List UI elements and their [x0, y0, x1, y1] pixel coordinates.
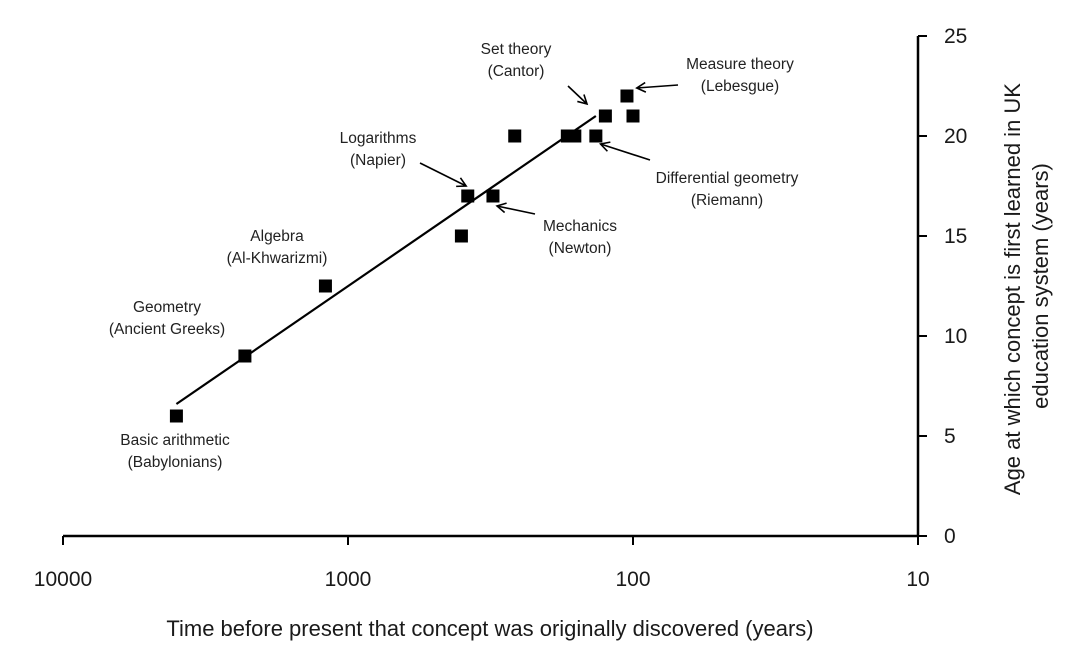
annotation-arrow [567, 85, 588, 105]
data-point [318, 279, 332, 293]
annotation-line: (Babylonians) [128, 454, 223, 471]
annotation-line: (Riemann) [691, 192, 763, 209]
annotation-label: Logarithms (Napier) [340, 130, 417, 169]
annotation-arrowhead [456, 177, 468, 188]
annotation-arrow [496, 205, 536, 215]
annotation-arrowhead [495, 202, 507, 214]
annotation-line: (Al-Khwarizmi) [227, 250, 328, 267]
annotation-line: (Lebesgue) [701, 78, 779, 95]
annotation-line: Algebra [250, 228, 304, 245]
annotation-line: Logarithms [340, 130, 417, 147]
annotation-line: Differential geometry [656, 170, 799, 187]
annotation-line: (Cantor) [488, 63, 545, 80]
annotation-arrow [636, 84, 679, 89]
data-point [589, 129, 603, 143]
data-point [568, 129, 582, 143]
annotation-arrow [600, 143, 651, 161]
annotations-group: Basic arithmetic (Babylonians) Geometry (An… [109, 41, 799, 471]
annotation-line: (Ancient Greeks) [109, 321, 225, 338]
annotation-label: Differential geometry (Riemann) [656, 170, 799, 209]
y-tick-label: 15 [944, 225, 967, 248]
annotation-label: Mechanics (Newton) [543, 218, 617, 257]
annotation-arrowhead [598, 141, 611, 152]
annotation-label: Measure theory (Lebesgue) [686, 56, 794, 95]
annotation-arrow [419, 162, 467, 187]
data-point [454, 229, 468, 243]
annotation-line: Measure theory [686, 56, 794, 73]
x-axis-title: Time before present that concept was ori… [166, 616, 813, 641]
data-point [620, 89, 634, 103]
data-point [169, 409, 183, 423]
data-point [486, 189, 500, 203]
annotation-line: Geometry [133, 299, 201, 316]
x-tick-label: 100 [615, 568, 650, 591]
y-tick-label: 10 [944, 325, 967, 348]
annotation-line: (Napier) [350, 152, 406, 169]
annotation-arrowhead [577, 94, 589, 106]
data-point [626, 109, 640, 123]
annotation-label: Algebra (Al-Khwarizmi) [227, 228, 328, 267]
points-group [169, 89, 640, 423]
annotation-line: (Newton) [549, 240, 612, 257]
data-point [461, 189, 475, 203]
annotation-line: Mechanics [543, 218, 617, 235]
data-point [508, 129, 522, 143]
y-tick-label: 5 [944, 425, 956, 448]
annotation-arrowhead [635, 81, 647, 93]
y-tick-label: 20 [944, 125, 967, 148]
annotation-label: Set theory (Cantor) [481, 41, 552, 80]
x-tick-label: 1000 [325, 568, 372, 591]
data-point [598, 109, 612, 123]
y-axis-title: Age at which concept is first learned in… [1000, 77, 1053, 495]
x-tick-label: 10000 [34, 568, 92, 591]
annotation-label: Basic arithmetic (Babylonians) [120, 432, 230, 471]
data-point [238, 349, 252, 363]
y-tick-label: 25 [944, 25, 967, 48]
y-axis-title-line-1: Age at which concept is first learned in… [1000, 83, 1025, 495]
annotation-label: Geometry (Ancient Greeks) [109, 299, 225, 338]
y-tick-label: 0 [944, 525, 956, 548]
annotation-line: Basic arithmetic [120, 432, 230, 449]
x-tick-label: 10 [906, 568, 929, 591]
annotation-line: Set theory [481, 41, 552, 58]
y-axis-title-line-2: education system (years) [1028, 163, 1053, 409]
